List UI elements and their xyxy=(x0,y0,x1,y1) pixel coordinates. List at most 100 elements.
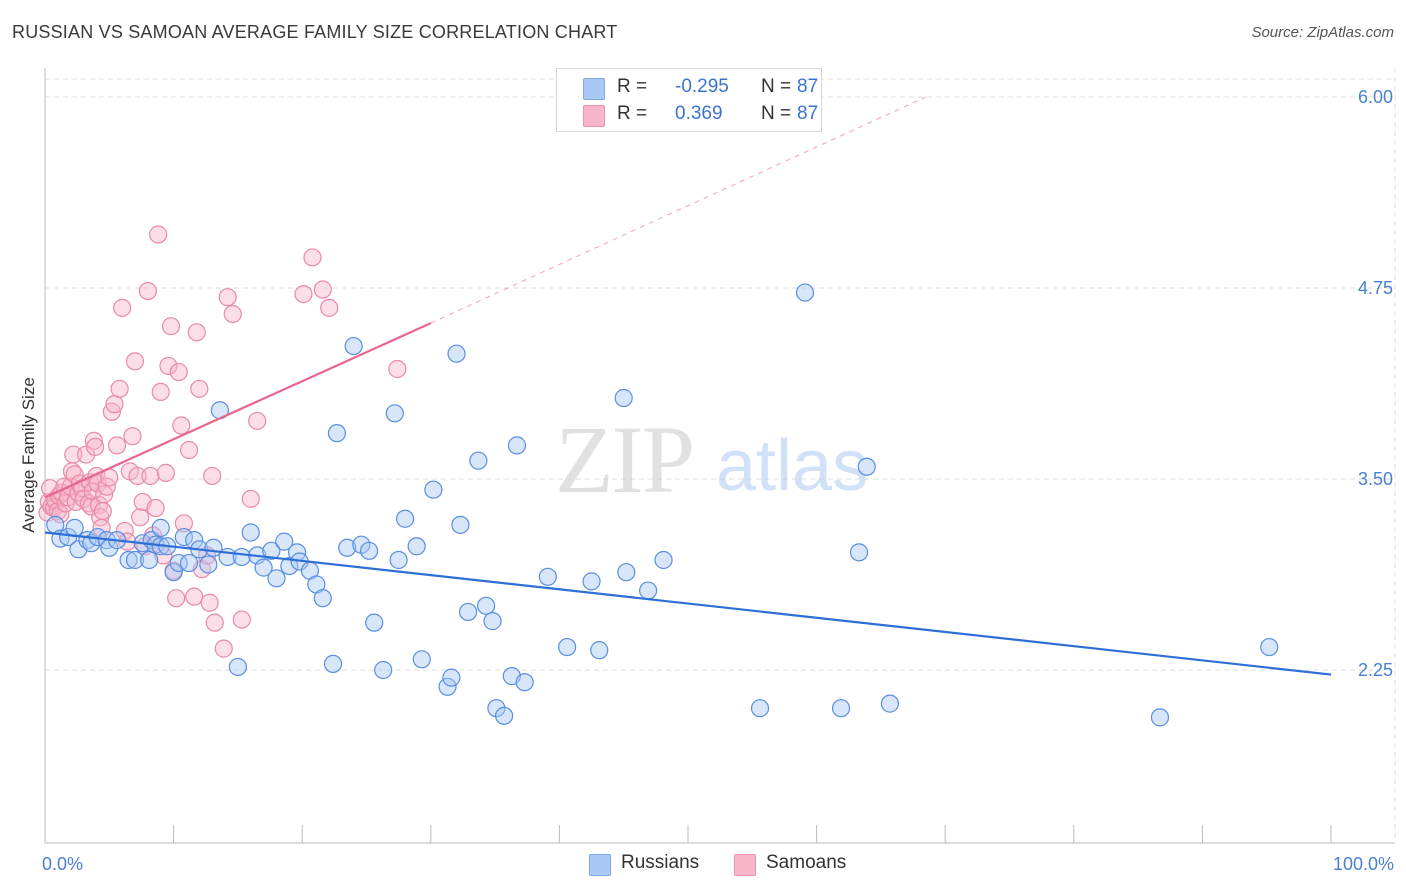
samoans-point xyxy=(179,440,199,460)
russians-point xyxy=(140,550,159,570)
legend-n-label: N = xyxy=(761,76,792,97)
russians-point xyxy=(280,556,299,576)
russians-point xyxy=(750,699,770,718)
russians-point xyxy=(151,518,170,537)
samoans-points xyxy=(38,225,407,658)
russians-point xyxy=(412,650,431,669)
russians-point xyxy=(582,572,601,591)
samoans-point xyxy=(105,395,124,414)
samoans-point xyxy=(151,382,170,402)
russians-point xyxy=(1150,708,1170,727)
russians-point xyxy=(880,694,900,713)
chart-title: RUSSIAN VS SAMOAN AVERAGE FAMILY SIZE CO… xyxy=(12,22,618,42)
russians-point xyxy=(590,641,609,660)
russians-point xyxy=(614,388,633,408)
russians-point xyxy=(327,424,347,443)
russians-point xyxy=(169,553,188,573)
russians-point xyxy=(125,550,145,570)
samoans-point xyxy=(64,445,83,464)
samoans-point xyxy=(110,379,129,398)
russians-point xyxy=(359,541,379,560)
samoans-point xyxy=(113,298,132,317)
russians-point xyxy=(267,569,286,588)
russians-point xyxy=(483,612,502,631)
samoans-point xyxy=(174,514,193,533)
russians-point xyxy=(451,515,470,534)
y-tick-label: 2.25 xyxy=(1358,660,1393,680)
legend-label-samoans: Samoans xyxy=(766,852,847,873)
legend-r-value: 0.369 xyxy=(675,103,723,124)
russians-point xyxy=(164,563,183,582)
samoans-point xyxy=(169,362,188,382)
grid-lines xyxy=(45,68,1396,843)
y-tick-label: 4.75 xyxy=(1358,278,1393,298)
russians-point xyxy=(495,706,514,725)
samoans-point xyxy=(125,352,145,371)
legend-swatch-russians xyxy=(589,854,611,876)
russians-point xyxy=(487,699,506,718)
legend-swatch-samoans xyxy=(734,854,756,876)
russians-point xyxy=(344,336,363,356)
russians-point xyxy=(389,550,408,570)
russians-point xyxy=(424,480,443,499)
samoans-point xyxy=(303,248,322,267)
samoans-point xyxy=(107,436,127,455)
russians-point xyxy=(558,637,577,657)
legend-n-value: 87 xyxy=(797,103,819,124)
samoans-point xyxy=(123,427,142,446)
samoans-point xyxy=(131,508,150,527)
russians-point xyxy=(476,596,496,615)
russians-point xyxy=(365,613,384,632)
russians-points xyxy=(46,283,1279,727)
samoans-point xyxy=(146,498,165,518)
y-tick-label: 3.50 xyxy=(1358,469,1393,489)
russians-point xyxy=(313,589,332,608)
legend-r-label: R = xyxy=(617,103,648,124)
russians-point xyxy=(458,602,478,622)
samoans-point xyxy=(48,501,67,521)
russians-point xyxy=(232,547,251,567)
samoans-point xyxy=(205,613,224,632)
samoans-point xyxy=(86,437,105,457)
russians-point xyxy=(199,555,218,574)
samoans-point xyxy=(84,431,103,450)
watermark: ZIP atlas xyxy=(555,406,868,513)
correlation-legend: R = -0.295 N = 87 R = 0.369 N = 87 xyxy=(556,68,822,132)
russians-point xyxy=(442,668,461,687)
russians-point xyxy=(338,538,357,557)
samoans-point xyxy=(218,288,237,307)
legend-n-value: 87 xyxy=(797,76,819,97)
samoans-point xyxy=(138,281,157,301)
samoans-point xyxy=(159,356,178,376)
samoans-point xyxy=(232,610,251,629)
samoans-point xyxy=(187,323,206,342)
russians-point xyxy=(795,283,815,302)
russians-point xyxy=(323,654,343,673)
russians-point xyxy=(275,532,294,551)
samoans-trend-line xyxy=(44,322,432,499)
legend-label-russians: Russians xyxy=(621,852,700,873)
russians-point xyxy=(538,567,557,586)
russians-point xyxy=(507,436,527,455)
samoans-point xyxy=(388,359,407,379)
russians-point xyxy=(438,677,457,696)
watermark-zip: ZIP xyxy=(555,406,693,513)
russians-point xyxy=(617,563,636,582)
russians-point xyxy=(228,657,247,677)
legend-n-label: N = xyxy=(761,103,792,124)
samoans-point xyxy=(190,379,209,398)
samoans-point xyxy=(128,466,147,486)
russians-point xyxy=(469,451,488,470)
samoans-point xyxy=(223,304,242,324)
russians-point xyxy=(241,523,260,542)
russians-point xyxy=(179,553,199,573)
russians-point xyxy=(831,699,851,718)
x-tick-label: 100.0% xyxy=(1333,854,1394,874)
russians-point xyxy=(119,550,138,570)
russians-point xyxy=(254,558,273,577)
y-tick-label: 6.00 xyxy=(1358,87,1393,107)
x-tick-label: 0.0% xyxy=(42,854,83,874)
russians-point xyxy=(174,527,193,547)
watermark-atlas: atlas xyxy=(716,426,868,506)
